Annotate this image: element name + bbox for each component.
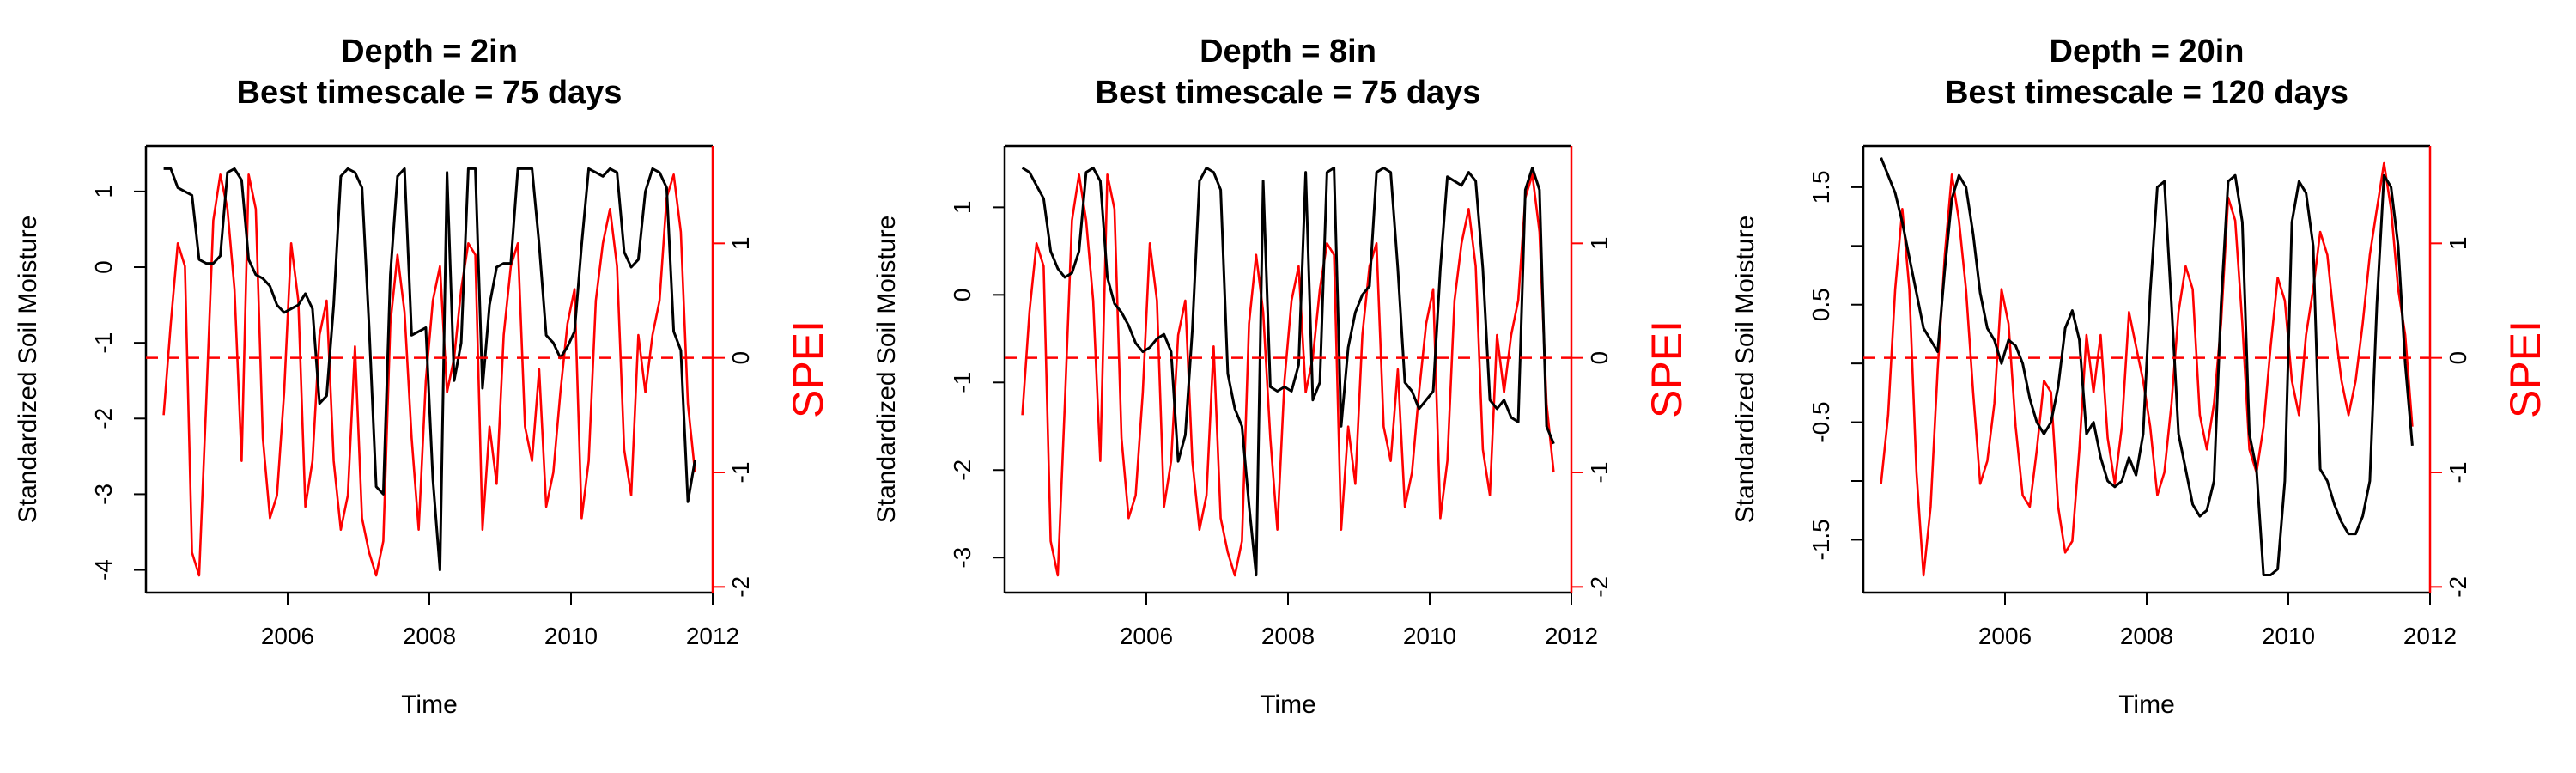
y-tick-label: -2 bbox=[90, 408, 117, 429]
x-tick-label: 2010 bbox=[544, 623, 598, 649]
y-tick-label: 1.5 bbox=[1807, 170, 1834, 204]
chart-title-line2: Best timescale = 120 days bbox=[1945, 75, 2348, 111]
chart-title-line1: Depth = 20in bbox=[2050, 33, 2245, 70]
x-tick-label: 2010 bbox=[1403, 623, 1456, 649]
x-axis-label: Time bbox=[1260, 691, 1316, 719]
spei-tick-label: -2 bbox=[2445, 576, 2471, 598]
chart-panel-1: Depth = 2in Best timescale = 75 days 2006 2… bbox=[14, 33, 832, 719]
x-tick-label: 2008 bbox=[1261, 623, 1315, 649]
chart-title-line1: Depth = 8in bbox=[1200, 33, 1376, 70]
y-tick-label: -1 bbox=[90, 332, 117, 354]
y-axis-label: Standardized Soil Moisture bbox=[1731, 216, 1759, 524]
spei-tick-label: 0 bbox=[1586, 351, 1613, 365]
y-tick-label: -3 bbox=[90, 484, 117, 505]
y-tick-label: 1 bbox=[90, 185, 117, 198]
spei-axis-label: SPEI bbox=[1643, 320, 1691, 418]
x-tick-label: 2006 bbox=[1120, 623, 1173, 649]
x-axis-label: Time bbox=[401, 691, 458, 719]
y-tick-label: 1 bbox=[949, 201, 975, 215]
x-tick-label: 2006 bbox=[1978, 623, 2032, 649]
y-axis-label: Standardized Soil Moisture bbox=[14, 216, 42, 524]
y-axis-label: Standardized Soil Moisture bbox=[872, 216, 901, 524]
y-tick-label: -0.5 bbox=[1807, 401, 1834, 442]
x-tick-label: 2008 bbox=[2120, 623, 2173, 649]
spei-tick-label: -1 bbox=[1586, 462, 1613, 484]
y-tick-label: -1.5 bbox=[1807, 519, 1834, 560]
soil-moisture-series-line bbox=[163, 167, 696, 572]
spei-tick-label: -2 bbox=[1586, 576, 1613, 598]
x-tick-label: 2006 bbox=[261, 623, 314, 649]
chart-panel-2: Depth = 8in Best timescale = 75 days 2006 2… bbox=[872, 33, 1691, 719]
y-tick-label: 0 bbox=[949, 289, 975, 302]
y-tick-label: -4 bbox=[90, 559, 117, 581]
spei-tick-label: -1 bbox=[727, 462, 754, 484]
spei-tick-label: -1 bbox=[2445, 462, 2471, 484]
spei-series-line bbox=[1880, 161, 2414, 577]
spei-axis-label: SPEI bbox=[784, 320, 832, 418]
x-tick-label: 2012 bbox=[1545, 623, 1598, 649]
y-tick-label: 0 bbox=[90, 260, 117, 274]
chart-title-line2: Best timescale = 75 days bbox=[237, 75, 623, 111]
x-axis-label: Time bbox=[2118, 691, 2175, 719]
spei-tick-label: 0 bbox=[2445, 351, 2471, 365]
spei-series-line bbox=[1021, 173, 1555, 577]
x-tick-label: 2012 bbox=[686, 623, 739, 649]
soil-moisture-series-line bbox=[1021, 167, 1555, 577]
chart-title-line2: Best timescale = 75 days bbox=[1096, 75, 1481, 111]
spei-tick-label: 1 bbox=[1586, 237, 1613, 251]
y-tick-label: -3 bbox=[949, 547, 975, 569]
spei-axis-label: SPEI bbox=[2501, 320, 2549, 418]
chart-title-line1: Depth = 2in bbox=[341, 33, 518, 70]
y-tick-label: 0.5 bbox=[1807, 288, 1834, 321]
spei-series-line bbox=[162, 173, 696, 577]
spei-tick-label: 1 bbox=[2445, 237, 2471, 251]
spei-tick-label: -2 bbox=[727, 576, 754, 598]
spei-tick-label: 1 bbox=[727, 237, 754, 251]
x-tick-label: 2010 bbox=[2262, 623, 2315, 649]
x-tick-label: 2008 bbox=[403, 623, 456, 649]
y-tick-label: -1 bbox=[949, 372, 975, 393]
y-tick-label: -2 bbox=[949, 460, 975, 481]
chart-panel-3: Depth = 20in Best timescale = 120 days 200… bbox=[1731, 33, 2549, 719]
spei-tick-label: 0 bbox=[727, 351, 754, 365]
soil-moisture-series-line bbox=[1880, 157, 2414, 576]
x-tick-label: 2012 bbox=[2403, 623, 2457, 649]
